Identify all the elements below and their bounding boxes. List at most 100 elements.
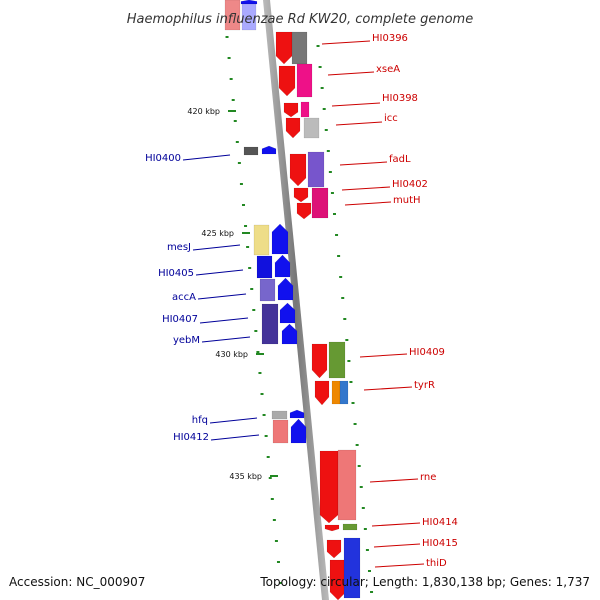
ring-dot: [235, 141, 239, 143]
gene-label-reverse: mesJ: [167, 242, 191, 253]
ring-dot: [244, 225, 248, 227]
ring-dot: [363, 528, 367, 530]
ring-dot: [264, 435, 268, 437]
reverse-feature-bar: [272, 419, 289, 444]
ring-dot: [246, 246, 250, 248]
ring-dot: [328, 171, 332, 173]
reverse-cds: [240, 0, 258, 5]
leader-line: [371, 522, 421, 527]
forward-feature-bar: [328, 341, 346, 379]
ring-dot: [324, 129, 328, 131]
gene-label-forward: mutH: [393, 195, 421, 206]
ring-dot: [320, 87, 324, 89]
ring-dot: [225, 36, 229, 38]
ring-dot: [229, 78, 233, 80]
accession-text: Accession: NC_000907: [9, 575, 145, 589]
ring-dot: [353, 423, 357, 425]
forward-feature-bar: [342, 523, 358, 531]
leader-line: [339, 161, 388, 166]
gene-label-forward: thiD: [426, 558, 447, 569]
ring-dot: [367, 570, 371, 572]
gene-label-reverse: accA: [172, 292, 196, 303]
forward-cds: [324, 524, 340, 532]
gene-label-forward: HI0409: [409, 347, 445, 358]
forward-cds: [314, 380, 330, 406]
ring-dot: [248, 267, 252, 269]
forward-cds: [293, 187, 309, 203]
forward-cds: [329, 559, 347, 600]
ring-dot: [345, 339, 349, 341]
leader-line: [197, 293, 247, 300]
forward-cds: [311, 343, 328, 379]
gene-label-forward: HI0415: [422, 538, 458, 549]
ring-dot: [256, 351, 260, 353]
ring-dot: [241, 204, 245, 206]
leader-line: [199, 317, 249, 324]
ring-dot: [359, 486, 363, 488]
forward-feature-bar: [339, 380, 349, 405]
reverse-cds: [289, 409, 305, 419]
gene-label-reverse: yebM: [173, 335, 200, 346]
ring-dot: [227, 57, 231, 59]
leader-line: [195, 269, 244, 276]
forward-cds: [296, 202, 312, 220]
gene-label-reverse: HI0405: [158, 268, 194, 279]
reverse-feature-bar: [259, 278, 276, 302]
leader-line: [331, 102, 381, 107]
ring-dot: [272, 519, 276, 521]
gene-labels: HI0396 xseA HI0398 icc fadL HI0402 mutH HI0409 t…: [145, 33, 458, 569]
genome-summary-text: Topology: circular; Length: 1,830,138 bp…: [259, 575, 590, 589]
ring-dot: [361, 507, 365, 509]
ring-dot: [318, 66, 322, 68]
ring-dot: [341, 297, 345, 299]
gene-label-reverse: HI0407: [162, 314, 198, 325]
gene-label-forward: HI0402: [392, 179, 428, 190]
forward-feature-bar: [331, 380, 341, 405]
gene-label-reverse: hfq: [192, 415, 208, 426]
reverse-feature-bar: [224, 0, 241, 31]
reverse-feature-bar: [261, 303, 279, 345]
ring-dot: [252, 309, 256, 311]
leader-line: [373, 543, 421, 548]
ring-dot: [370, 591, 374, 593]
ring-dot: [355, 444, 359, 446]
genome-backbone: [263, 0, 329, 600]
forward-feature-bar: [337, 449, 357, 521]
reverse-cds: [290, 418, 307, 444]
forward-feature-bar: [291, 31, 308, 65]
forward-feature-bar: [311, 187, 329, 219]
tick-mark: [242, 232, 250, 234]
forward-feature-bar: [343, 537, 361, 599]
gene-label-forward: HI0396: [372, 33, 408, 44]
gene-label-forward: HI0414: [422, 517, 458, 528]
forward-feature-bar: [307, 151, 325, 188]
tick-label: 425 kbp: [201, 229, 234, 238]
ring-dot: [258, 372, 262, 374]
gene-label-reverse: HI0412: [173, 432, 209, 443]
ring-dot: [239, 183, 243, 185]
reverse-cds: [271, 223, 289, 255]
gene-label-forward: fadL: [389, 154, 411, 165]
ring-dot: [266, 456, 270, 458]
tick-label: 420 kbp: [187, 107, 220, 116]
reverse-feature-bar: [253, 224, 270, 256]
gene-label-forward: HI0398: [382, 93, 418, 104]
forward-cds: [275, 31, 293, 65]
forward-cds: [285, 117, 301, 139]
reverse-cds: [261, 145, 277, 155]
leader-line: [359, 353, 408, 358]
leader-line: [363, 386, 413, 391]
leader-line: [341, 186, 391, 191]
leader-line: [321, 40, 371, 45]
ring-dot: [279, 582, 283, 584]
ring-dot: [335, 234, 339, 236]
ring-dot: [322, 108, 326, 110]
leader-line: [182, 154, 231, 161]
ring-dot: [337, 255, 341, 257]
ring-dot: [254, 330, 258, 332]
ring-dot: [339, 276, 343, 278]
tick-dots: [225, 36, 374, 593]
leader-line: [209, 417, 258, 424]
ring-dot: [332, 213, 336, 215]
